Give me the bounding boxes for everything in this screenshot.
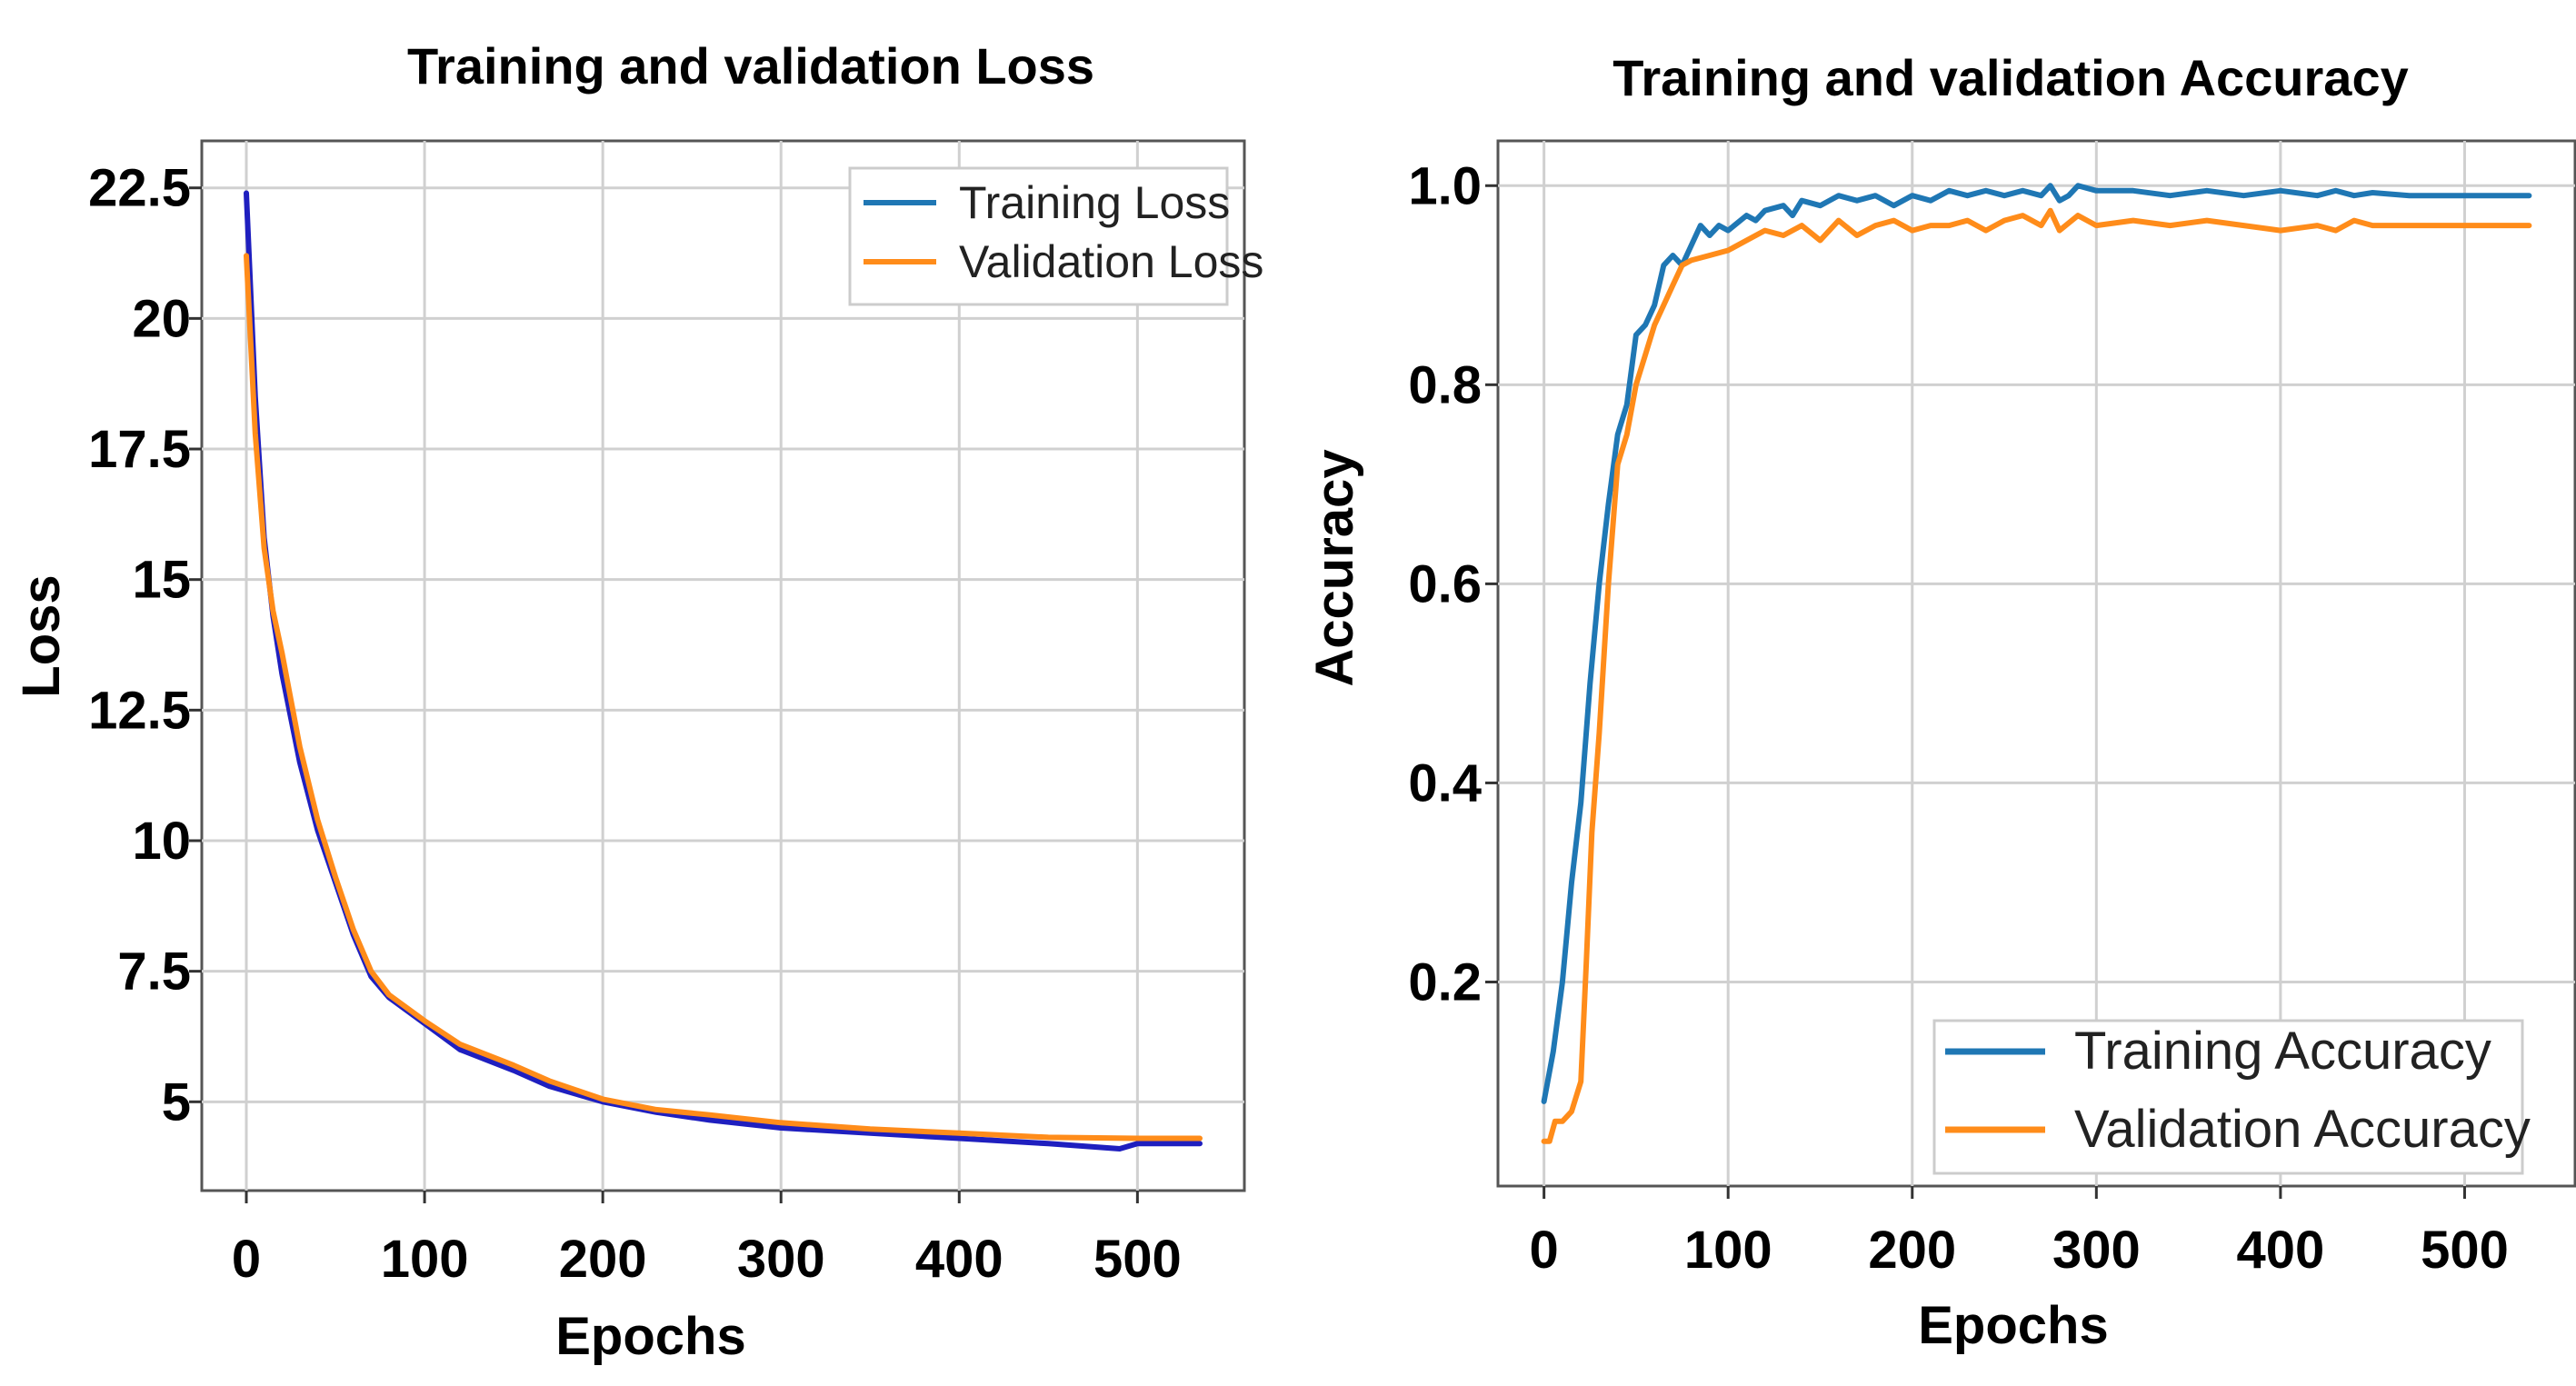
accuracy-y-axis-label: Accuracy <box>1305 449 1364 686</box>
accuracy-x-tick-label: 300 <box>2052 1221 2141 1280</box>
accuracy-y-tick-label: 0.4 <box>1408 753 1482 813</box>
accuracy-ticks: 0 100 200 300 400 500 0.2 0.4 0.6 0.8 1.0 <box>1408 156 2508 1280</box>
accuracy-y-tick-label: 0.8 <box>1408 355 1482 414</box>
loss-series-line-training <box>244 190 1203 1152</box>
loss-y-tick-label: 17.5 <box>88 420 191 479</box>
accuracy-x-tick-label: 0 <box>1530 1221 1559 1280</box>
accuracy-y-tick-label: 1.0 <box>1408 156 1482 215</box>
loss-x-tick-label: 200 <box>559 1230 647 1289</box>
accuracy-series-line-training <box>1541 183 2532 1104</box>
loss-chart: Training and validation Loss 0 100 200 300 4… <box>12 37 1263 1366</box>
loss-legend-box <box>848 166 1229 306</box>
loss-y-tick-label: 10 <box>132 812 191 871</box>
loss-y-tick-label: 7.5 <box>117 942 191 1002</box>
loss-x-axis-label: Epochs <box>555 1307 746 1366</box>
accuracy-grid <box>1498 141 2575 1186</box>
accuracy-x-tick-label: 500 <box>2421 1221 2509 1280</box>
loss-plot-area <box>200 139 1246 1192</box>
accuracy-x-tick-label: 400 <box>2237 1221 2325 1280</box>
accuracy-x-tick-label: 200 <box>1868 1221 1956 1280</box>
accuracy-series-line-validation <box>1541 207 2532 1144</box>
accuracy-legend-box <box>1932 1019 2524 1175</box>
loss-y-axis-label: Loss <box>12 574 71 697</box>
accuracy-y-tick-label: 0.2 <box>1408 952 1482 1012</box>
accuracy-legend-label-validation: Validation Accuracy <box>2074 1100 2531 1159</box>
loss-x-tick-label: 400 <box>915 1230 1003 1289</box>
loss-x-tick-label: 500 <box>1093 1230 1182 1289</box>
loss-x-tick-label: 300 <box>737 1230 825 1289</box>
loss-series <box>244 190 1203 1152</box>
loss-y-tick-label: 20 <box>132 289 191 348</box>
loss-ticks: 0 100 200 300 400 500 5 7.5 10 12.5 15 17.5 20 22.5 <box>88 159 1182 1289</box>
loss-chart-title: Training and validation Loss <box>407 37 1094 95</box>
loss-y-tick-label: 5 <box>162 1072 191 1132</box>
accuracy-plot-area <box>1496 139 2576 1188</box>
loss-y-tick-label: 22.5 <box>88 159 191 218</box>
accuracy-chart: Training and validation Accuracy 0 100 200… <box>1305 49 2576 1355</box>
loss-y-tick-label: 12.5 <box>88 681 191 740</box>
accuracy-legend: Training Accuracy Validation Accuracy <box>1932 1019 2531 1175</box>
loss-legend-label-training: Training Loss <box>959 177 1230 228</box>
accuracy-y-tick-label: 0.6 <box>1408 554 1482 613</box>
loss-series-line-validation <box>244 253 1203 1142</box>
accuracy-series <box>1541 183 2532 1144</box>
loss-x-tick-label: 100 <box>381 1230 469 1289</box>
accuracy-x-axis-label: Epochs <box>1918 1296 2109 1355</box>
accuracy-legend-label-training: Training Accuracy <box>2074 1022 2491 1081</box>
loss-x-tick-label: 0 <box>232 1230 261 1289</box>
loss-y-tick-label: 15 <box>132 551 191 610</box>
accuracy-x-tick-label: 100 <box>1684 1221 1772 1280</box>
loss-grid <box>202 141 1244 1191</box>
accuracy-chart-title: Training and validation Accuracy <box>1612 49 2409 106</box>
loss-legend: Training Loss Validation Loss <box>848 166 1263 306</box>
loss-legend-label-validation: Validation Loss <box>959 236 1263 287</box>
